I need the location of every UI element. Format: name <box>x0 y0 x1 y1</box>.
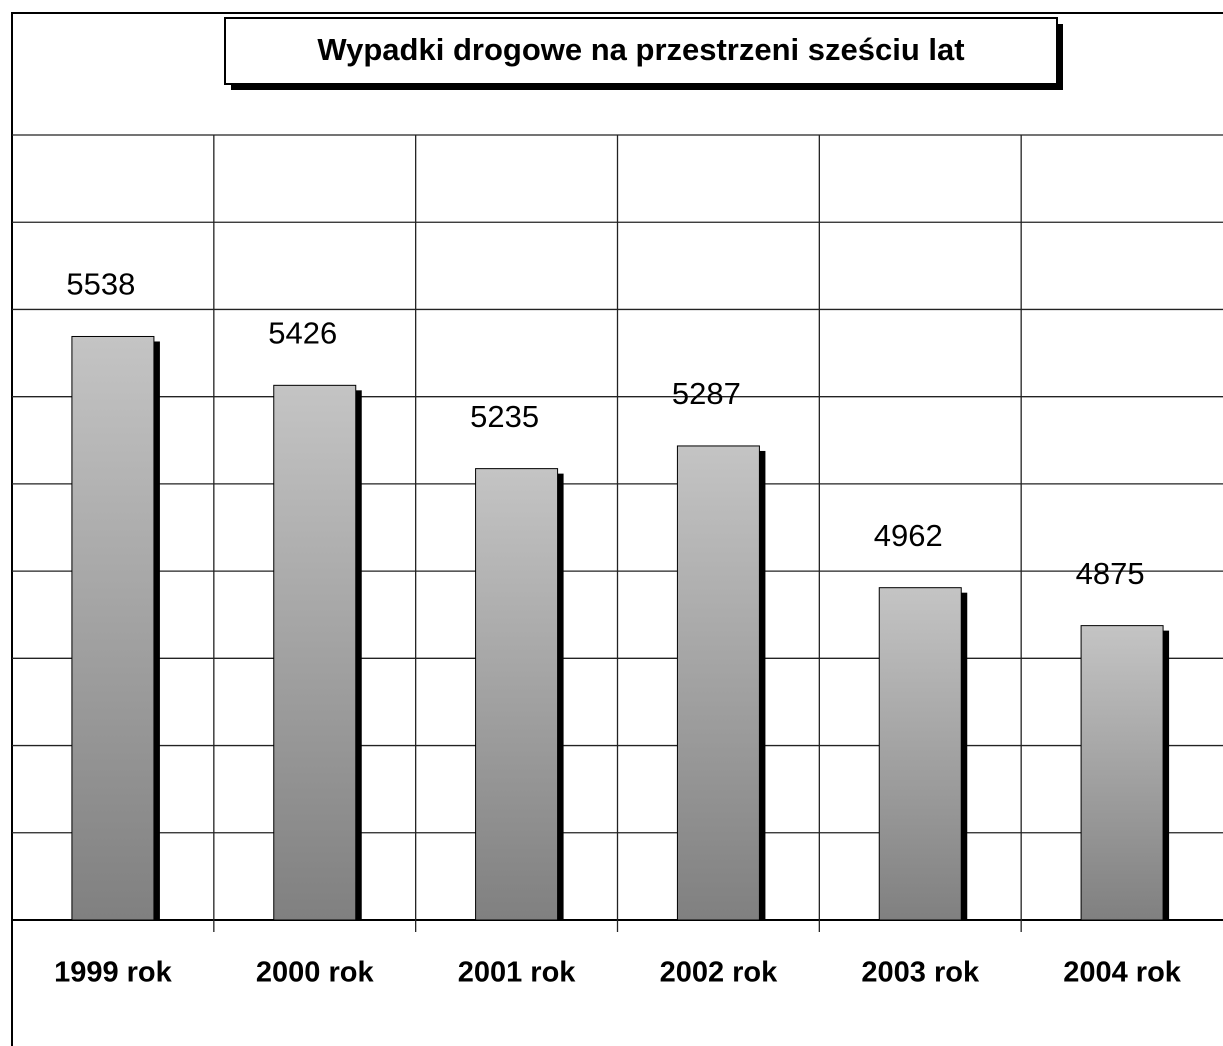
bar <box>71 335 155 921</box>
value-label: 4962 <box>874 518 943 553</box>
x-tick-label: 2004 rok <box>1063 957 1182 989</box>
value-label: 5426 <box>268 316 337 351</box>
value-label: 5538 <box>66 267 135 302</box>
value-label: 5287 <box>672 376 741 411</box>
title-box <box>224 17 1058 85</box>
bar <box>878 587 962 921</box>
bar <box>273 384 357 921</box>
x-tick-label: 2002 rok <box>660 957 779 989</box>
x-tick-label: 2000 rok <box>256 957 375 989</box>
value-label: 5235 <box>470 399 539 434</box>
value-label: 4875 <box>1076 556 1145 591</box>
bar <box>676 445 760 921</box>
bar <box>475 468 559 921</box>
chart-title: Wypadki drogowe na przestrzeni sześciu l… <box>317 32 964 67</box>
x-tick-label: 1999 rok <box>54 957 173 989</box>
x-tick-label: 2003 rok <box>861 957 980 989</box>
x-tick-label: 2001 rok <box>458 957 577 989</box>
bar <box>1080 625 1164 921</box>
